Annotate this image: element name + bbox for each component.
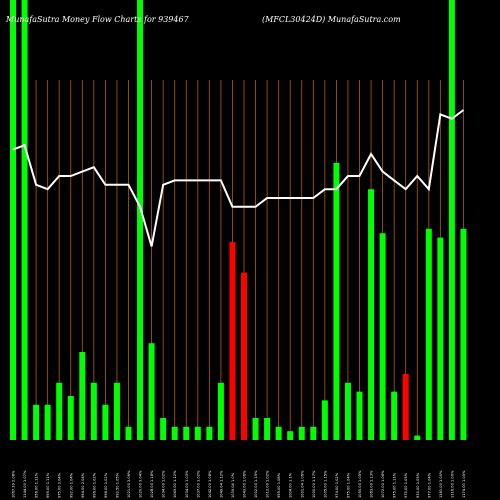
bar: [44, 404, 51, 440]
bar: [21, 0, 28, 440]
x-tick-label: 977.00 1.04%: [427, 472, 431, 498]
x-tick-label: 1049.04 1.12%: [219, 470, 223, 498]
bar: [171, 426, 178, 440]
x-tick-label: 994.00 2.04%: [81, 472, 85, 498]
bar: [414, 435, 421, 440]
bar: [183, 426, 190, 440]
bar: [356, 391, 363, 440]
x-tick-label: 1021.00 3.06%: [127, 470, 131, 498]
bar: [206, 426, 213, 440]
x-tick-label: 1042.00 1.08%: [208, 470, 212, 498]
chart-title-right: (MFCL30424D) MunafaSutra.com: [262, 15, 401, 24]
chart-title-left: MunafaSutra Money Flow Charts for 939467: [5, 15, 190, 24]
bar: [333, 162, 340, 441]
bar: [241, 272, 247, 440]
bar: [102, 404, 109, 440]
bar: [321, 400, 328, 440]
x-tick-label: 1050.00 1.05%: [358, 470, 362, 498]
x-tick-label: 1037.00 1.02%: [196, 470, 200, 498]
x-tick-label: 1174.00 1.00%: [462, 470, 466, 498]
x-tick-label: 1020.00 3.04%: [139, 470, 143, 498]
x-tick-label: 1012.00 1.02%: [266, 470, 270, 498]
x-tick-label: 995.00 1.08%: [277, 472, 281, 498]
bar: [160, 418, 167, 440]
bar: [460, 228, 467, 440]
bar: [33, 404, 40, 440]
x-tick-label: 1043.00 1.06%: [243, 470, 247, 498]
bars: [10, 0, 467, 441]
x-tick-label: 1001.04 1.06%: [300, 470, 304, 498]
x-tick-label: 956.00 1.11%: [35, 472, 39, 498]
bar: [264, 418, 271, 440]
x-tick-label: 1049.00 1.12%: [173, 470, 177, 498]
bar: [229, 242, 236, 440]
bar: [67, 396, 74, 440]
bar: [425, 228, 432, 440]
price-line: [12, 109, 465, 247]
bar: [437, 237, 444, 440]
x-tick-label: 975.00 1.11%: [393, 472, 397, 498]
x-tick-label: 999.00 1.11%: [46, 472, 50, 498]
bar: [56, 382, 63, 440]
bar: [391, 391, 398, 440]
x-tick-label: 996.00 1.02%: [104, 472, 108, 498]
x-tick-label: 975.00 2.04%: [58, 472, 62, 498]
x-tick-label: 975.00 1.04%: [346, 472, 350, 498]
x-tick-label: 993.50 1.05%: [115, 472, 119, 498]
x-tick-label: 1144.00 1.07%: [23, 470, 27, 498]
x-tick-label: 975.00 1.05%: [404, 472, 408, 498]
bar: [275, 426, 282, 440]
x-tick-label: 1072.00 1.06%: [381, 470, 385, 498]
x-tick-label: 1039.04 1.0%: [231, 472, 235, 498]
bar: [287, 431, 294, 440]
bar: [379, 233, 386, 440]
bar: [217, 382, 224, 440]
bar: [298, 426, 305, 440]
bar: [344, 382, 351, 440]
bar: [448, 0, 455, 440]
bar: [252, 418, 259, 440]
bar: [402, 374, 409, 440]
bar: [10, 0, 16, 440]
x-tick-label: 1028.00 1.18%: [150, 470, 154, 498]
x-tick-label: 974.00 1.02%: [335, 472, 339, 498]
x-tick-label: 1005.00 1.15%: [323, 470, 327, 498]
x-tick-label: 1116.00 1.00%: [450, 470, 454, 498]
x-tick-label: 996.00 1.02%: [92, 472, 96, 498]
x-tick-label: 1000.00 1.17%: [312, 470, 316, 498]
bar: [148, 343, 155, 440]
x-tick-label: 992.00 1.04%: [69, 472, 73, 498]
bar: [113, 382, 120, 440]
x-tick-label: 1034.00 1.02%: [162, 470, 166, 498]
x-tick-label: 1034.00 1.03%: [185, 470, 189, 498]
bar: [125, 426, 132, 440]
bar: [90, 382, 97, 440]
x-tick-label: 1181.00 1.00%: [439, 470, 443, 498]
x-tick-labels: 1067.39 2.08% 1144.00 1.07% 956.00 1.11% 99…: [12, 470, 466, 498]
bar: [310, 426, 317, 440]
x-tick-label: 1067.39 2.08%: [12, 470, 16, 498]
bar: [368, 189, 375, 440]
x-tick-label: 930.00 1.05%: [416, 472, 420, 498]
bar: [194, 426, 201, 440]
x-tick-label: 1063.00 1.13%: [370, 470, 374, 498]
bar: [79, 352, 86, 440]
x-tick-label: 1002.00 1.15%: [254, 470, 258, 498]
x-tick-label: 1004.00 1.1%: [289, 472, 293, 498]
bar: [137, 0, 144, 440]
